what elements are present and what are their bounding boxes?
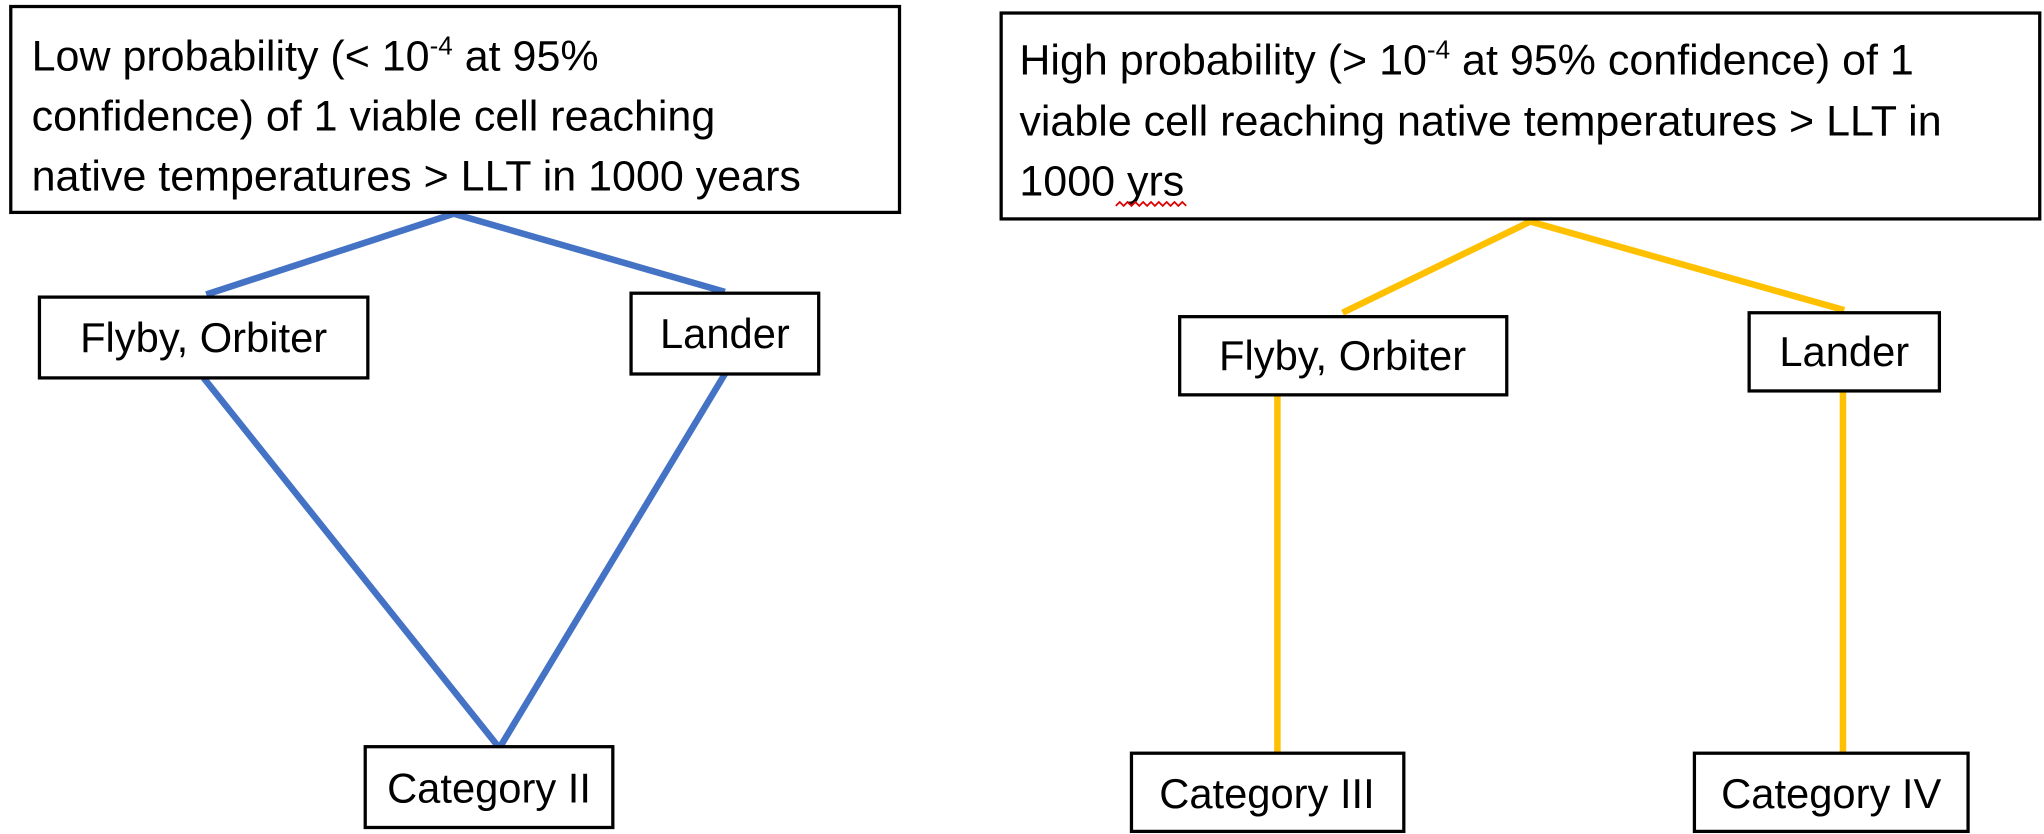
mission-box	[1747, 311, 1942, 393]
condition-line: viable cell reaching native temperatures…	[1019, 98, 1941, 146]
text-part: at 95% confidence) of 1	[1450, 36, 1914, 84]
connector	[496, 372, 728, 750]
spellcheck-underline	[1115, 200, 1187, 208]
condition-box	[9, 4, 902, 215]
condition-line: High probability (> 10-4 at 95% confiden…	[1019, 35, 1913, 85]
text-part: native temperatures > LLT in 1000 years	[32, 152, 801, 200]
text-part: Low probability (< 10	[32, 32, 430, 80]
text-part: -4	[1427, 35, 1450, 65]
text-part: 1000 yrs	[1019, 157, 1184, 205]
connectors	[201, 210, 1847, 754]
mission-label: Flyby, Orbiter	[80, 314, 327, 361]
mission-label: Lander	[1779, 328, 1909, 375]
connector	[1341, 218, 1532, 316]
condition-line: Low probability (< 10-4 at 95%	[32, 31, 599, 81]
condition-line: native temperatures > LLT in 1000 years	[32, 152, 801, 200]
mission-box	[629, 291, 821, 376]
category-label: Category II	[387, 765, 591, 812]
category-box	[1129, 751, 1406, 834]
mission-box	[37, 295, 370, 380]
category-label: Category IV	[1721, 770, 1941, 817]
connector	[452, 210, 726, 296]
connector	[205, 210, 455, 298]
text-part: -4	[430, 31, 453, 61]
condition-box	[999, 11, 2042, 221]
text-part: High probability (> 10	[1019, 36, 1427, 84]
mission-label: Flyby, Orbiter	[1219, 332, 1466, 379]
text-part: confidence) of 1 viable cell reaching	[32, 92, 716, 140]
mission-box	[1178, 315, 1509, 397]
mission-label: Lander	[660, 310, 790, 357]
condition-line: 1000 yrs	[1019, 157, 1184, 205]
text-part: at 95%	[453, 32, 599, 80]
text-part: viable cell reaching native temperatures…	[1019, 98, 1941, 146]
condition-line: confidence) of 1 viable cell reaching	[32, 92, 716, 140]
category-box	[1692, 751, 1970, 834]
category-box	[363, 745, 615, 830]
category-label: Category III	[1159, 770, 1374, 817]
connector	[201, 375, 502, 751]
connector	[1529, 218, 1846, 314]
